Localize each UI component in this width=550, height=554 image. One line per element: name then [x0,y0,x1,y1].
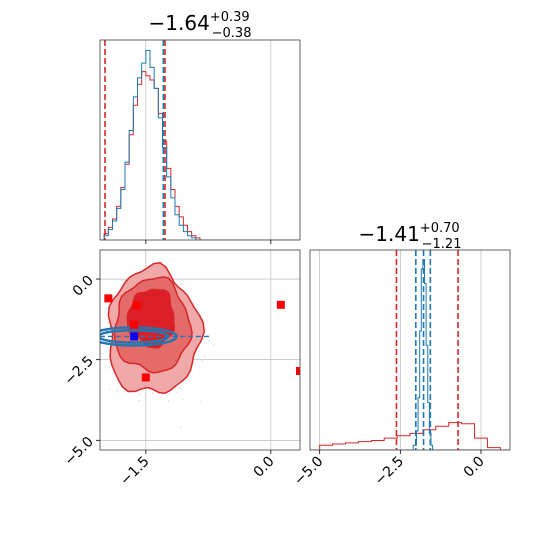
br-title-minus: −1.21 [422,237,462,252]
bl-scatter-point [208,339,211,342]
bl-xtick-label: −1.5 [117,454,152,489]
br-frame [309,249,511,451]
bl-red-marker [132,301,141,310]
br-xtick-label: −2.5 [372,454,407,489]
br-marks [310,250,510,450]
br-title: −1.41+0.70 −1.21 [359,221,462,252]
tl-title-minus: −0.38 [212,26,252,41]
tl-hist-series-red [100,71,300,240]
bl-scatter-point [180,283,183,286]
bl-scatter-point [144,396,147,399]
bl-xtick-label: 0.0 [251,454,278,481]
bl-scatter-point [121,279,124,282]
tl-title-plus: +0.39 [210,10,250,25]
bl-ytick-label: 0.0 [70,273,97,300]
bl-scatter-point [151,391,154,394]
bl-scatter-point [203,355,206,358]
panel-top-left-histogram: −1.64+0.39 −0.38 [99,10,301,244]
bl-red-marker [141,373,150,382]
tl-frame [99,39,301,241]
tl-marks [100,40,300,240]
bl-scatter-point [138,399,141,402]
tl-title: −1.64+0.39 −0.38 [149,10,252,41]
br-ticks: −5.0 −2.5 0.0 [291,450,488,489]
bl-scatter-point [107,349,110,352]
bl-ytick-label: −5.0 [61,434,96,469]
bl-scatter-point [212,344,215,346]
bl-scatter-point [116,389,119,392]
panel-bottom-left-2d: −1.5 0.0 0.0 −2.5 −5.0 [61,249,301,489]
bl-scatter-point [98,355,100,357]
br-title-plus: +0.70 [420,221,460,236]
br-xtick-label: −5.0 [291,454,326,489]
tl-hist-series-blue [100,50,300,240]
bl-scatter-point [179,387,182,390]
bl-scatter-point [138,393,141,395]
bl-scatter-point [179,426,182,429]
br-xtick-label: 0.0 [461,454,488,481]
bl-red-marker [296,366,300,375]
bl-scatter-point [181,398,184,400]
br-hist-series-red [310,422,510,450]
bl-scatter-point [106,321,109,324]
panel-bottom-right-histogram: −5.0 −2.5 0.0 −1.41+0.70 −1.21 [291,221,511,489]
bl-scatter-point [108,388,111,391]
bl-contour-blue [100,329,170,344]
bl-scatter-point [108,367,111,369]
bl-blue-marker [130,332,139,341]
bl-red-marker [130,320,139,329]
bl-red-marker [104,294,113,303]
tl-ticks [145,240,272,244]
bl-red-marker [276,300,285,309]
tl-title-value: −1.64 [149,11,210,35]
bl-scatter-point [167,400,170,402]
bl-frame [99,249,301,451]
bl-scatter-point [176,391,178,394]
br-hist-series-blue [310,259,510,450]
bl-ytick-label: −2.5 [61,353,96,388]
bl-scatter-point [201,360,204,362]
bl-scatter-point [90,342,92,344]
bl-scatter-point [199,400,202,403]
br-grid [319,250,482,450]
bl-marks [90,261,300,429]
bl-scatter-point [94,337,96,339]
br-title-value: −1.41 [359,222,420,246]
